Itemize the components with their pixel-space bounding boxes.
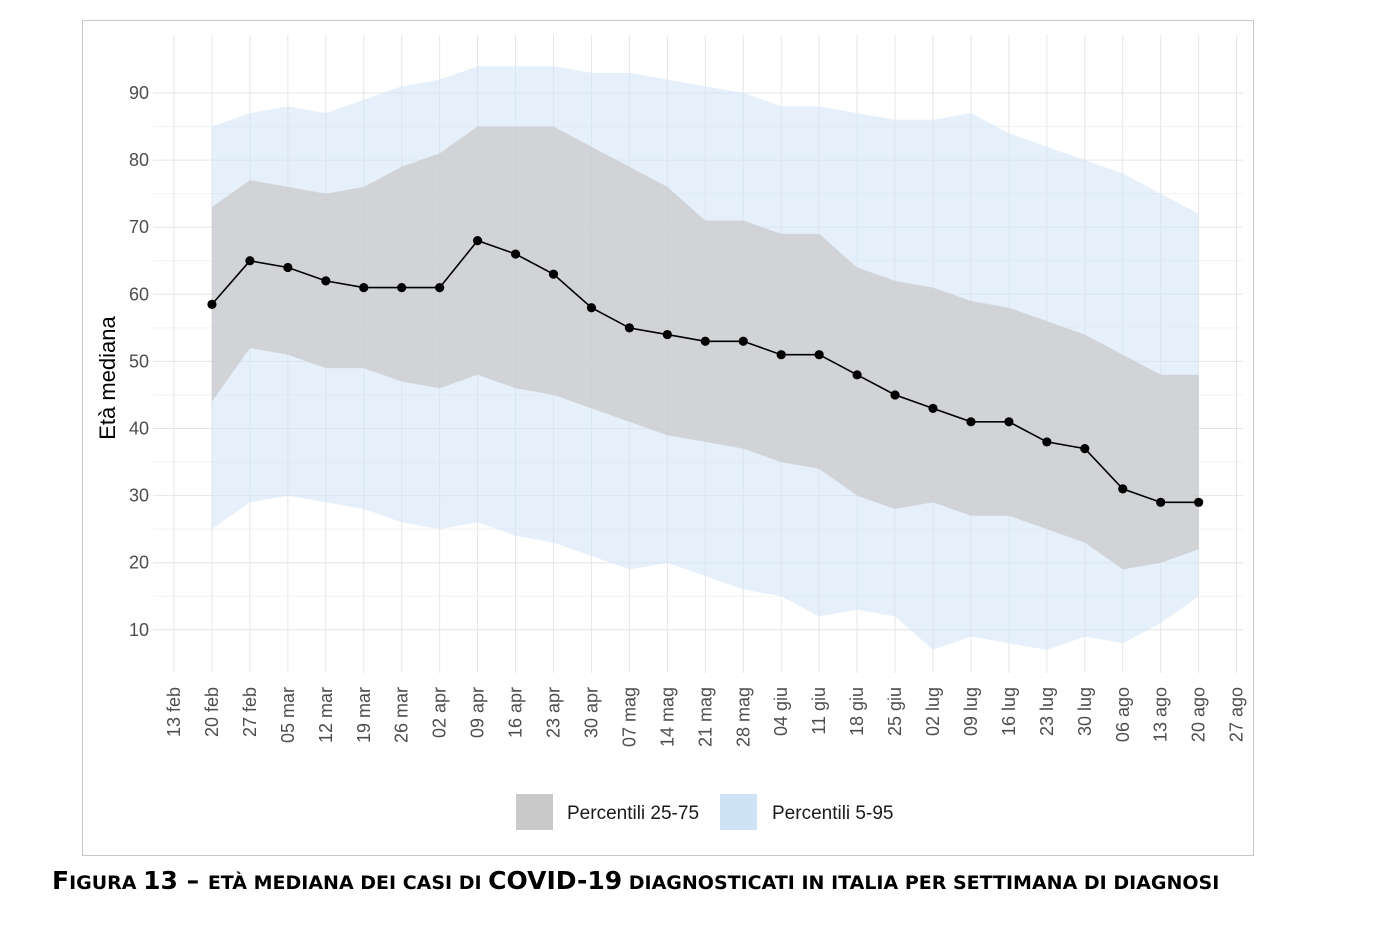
- x-tick-label: 27 feb: [240, 687, 260, 737]
- y-axis-ticks: 10 20 30 40 50 60 70 80 90: [129, 83, 149, 640]
- y-tick-label: 60: [129, 284, 149, 304]
- caption-part: ETÀ MEDIANA DEI CASI DI: [207, 872, 489, 894]
- median-point: [966, 417, 976, 427]
- chart-frame: 10 20 30 40 50 60 70 80 90 13 feb 20 feb 27 feb 05 …: [82, 20, 1254, 856]
- median-point: [738, 336, 748, 346]
- median-point: [700, 336, 710, 346]
- median-point: [1080, 444, 1090, 454]
- caption-part: 13 –: [143, 866, 208, 895]
- x-tick-label: 21 mag: [695, 687, 715, 747]
- x-tick-label: 30 apr: [582, 687, 602, 738]
- legend-label-iqr: Percentili 25-75: [567, 803, 699, 824]
- median-point: [1042, 437, 1052, 447]
- y-axis-title: Età mediana: [95, 315, 120, 439]
- median-point: [510, 249, 521, 259]
- x-tick-label: 23 lug: [1037, 687, 1057, 736]
- median-point: [890, 390, 900, 400]
- y-tick-label: 80: [129, 150, 149, 170]
- x-tick-label: 16 lug: [999, 687, 1019, 736]
- legend: Percentili 25-75 Percentili 5-95: [516, 794, 893, 830]
- chart-canvas: 10 20 30 40 50 60 70 80 90 13 feb 20 feb 27 feb 05 …: [95, 35, 1247, 830]
- y-tick-label: 40: [129, 419, 149, 439]
- median-point: [1004, 417, 1014, 427]
- x-tick-label: 30 lug: [1075, 687, 1095, 736]
- x-tick-label: 20 feb: [202, 687, 222, 737]
- median-point: [473, 236, 483, 246]
- y-tick-label: 30: [129, 486, 149, 506]
- legend-swatch-p595: [720, 794, 757, 830]
- median-point: [283, 262, 293, 273]
- median-point: [776, 350, 786, 360]
- figure-caption: FIGURA 13 – ETÀ MEDIANA DEI CASI DI COVI…: [52, 866, 1352, 895]
- median-point: [624, 323, 635, 333]
- caption-part: DIAGNOSTICATI IN ITALIA PER SETTIMANA DI…: [622, 872, 1220, 894]
- y-tick-label: 20: [129, 553, 149, 573]
- x-tick-label: 09 apr: [468, 687, 488, 738]
- median-point: [1194, 497, 1204, 507]
- x-tick-label: 18 giu: [847, 687, 867, 736]
- x-tick-label: 06 ago: [1113, 687, 1133, 742]
- x-tick-label: 19 mar: [354, 687, 374, 743]
- x-tick-label: 07 mag: [619, 687, 639, 747]
- median-point: [245, 256, 255, 266]
- x-tick-label: 14 mag: [657, 687, 677, 747]
- caption-part: F: [52, 866, 70, 895]
- y-tick-label: 70: [129, 217, 149, 237]
- x-tick-label: 02 lug: [923, 687, 943, 736]
- median-point: [1118, 484, 1128, 494]
- y-tick-label: 10: [129, 620, 149, 640]
- median-point: [397, 282, 407, 293]
- median-point: [814, 350, 824, 360]
- median-point: [1156, 497, 1166, 507]
- y-tick-label: 50: [129, 351, 149, 371]
- x-tick-label: 11 giu: [809, 687, 829, 735]
- percentile-bands: [211, 66, 1199, 650]
- median-point: [928, 403, 938, 413]
- median-point: [207, 299, 217, 309]
- x-tick-label: 05 mar: [278, 687, 298, 743]
- y-tick-label: 90: [129, 83, 149, 103]
- x-tick-label: 09 lug: [961, 687, 981, 736]
- x-tick-label: 04 giu: [771, 687, 791, 736]
- legend-label-p595: Percentili 5-95: [772, 803, 893, 824]
- median-point: [548, 269, 559, 279]
- legend-swatch-iqr: [516, 794, 553, 830]
- x-tick-label: 12 mar: [316, 687, 336, 743]
- median-point: [321, 276, 331, 286]
- median-point: [435, 282, 445, 293]
- band-p25-75: [211, 126, 1199, 570]
- x-tick-label: 25 giu: [885, 687, 905, 736]
- median-point: [662, 329, 672, 340]
- x-tick-label: 23 apr: [544, 687, 564, 738]
- x-tick-label: 20 ago: [1189, 687, 1209, 742]
- x-axis-ticks: 13 feb 20 feb 27 feb 05 mar 12 mar 19 mar 26 m…: [164, 687, 1247, 747]
- x-tick-label: 13 ago: [1151, 687, 1171, 742]
- x-tick-label: 26 mar: [392, 687, 412, 743]
- x-tick-label: 13 feb: [164, 687, 184, 737]
- median-point: [586, 303, 597, 313]
- x-tick-label: 27 ago: [1227, 687, 1247, 742]
- caption-part: COVID-19: [488, 866, 623, 895]
- median-point: [852, 370, 862, 380]
- caption-part: IGURA: [69, 872, 144, 894]
- median-point: [359, 282, 369, 293]
- x-tick-label: 02 apr: [430, 687, 450, 738]
- median-points: [207, 236, 1204, 507]
- x-tick-label: 16 apr: [506, 687, 526, 738]
- x-tick-label: 28 mag: [733, 687, 753, 747]
